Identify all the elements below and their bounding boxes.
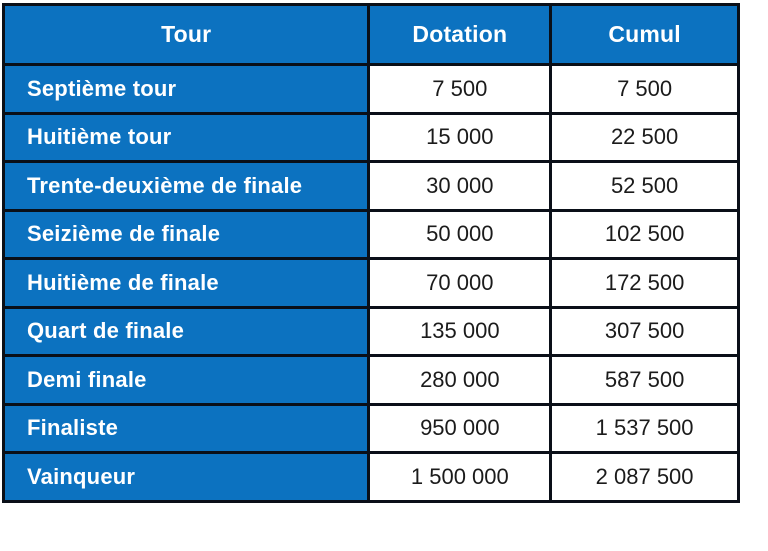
dotation-cell: 30 000 xyxy=(367,160,553,212)
dotation-cell: 280 000 xyxy=(367,354,553,406)
cumul-cell: 1 537 500 xyxy=(549,402,740,454)
table-row: Huitième de finale 70 000 172 500 xyxy=(1,257,740,309)
row-label-cell: Huitième de finale xyxy=(1,257,371,309)
table-row: Finaliste 950 000 1 537 500 xyxy=(1,402,740,454)
table-row: Huitième tour 15 000 22 500 xyxy=(1,111,740,163)
dotation-cell: 135 000 xyxy=(367,305,553,357)
dotation-cell: 70 000 xyxy=(367,257,553,309)
row-label-cell: Vainqueur xyxy=(1,451,371,503)
cumul-cell: 7 500 xyxy=(549,63,740,115)
row-label-cell: Trente-deuxième de finale xyxy=(1,160,371,212)
row-label-cell: Demi finale xyxy=(1,354,371,406)
cumul-cell: 102 500 xyxy=(549,208,740,260)
cumul-cell: 2 087 500 xyxy=(549,451,740,503)
table-row: Seizième de finale 50 000 102 500 xyxy=(1,208,740,260)
header-cell-tour: Tour xyxy=(1,3,371,66)
table-row: Quart de finale 135 000 307 500 xyxy=(1,305,740,357)
dotation-cell: 950 000 xyxy=(367,402,553,454)
prize-table: Tour Dotation Cumul Septième tour 7 500 … xyxy=(1,3,740,503)
header-cell-cumul: Cumul xyxy=(549,3,740,66)
cumul-cell: 172 500 xyxy=(549,257,740,309)
row-label-cell: Septième tour xyxy=(1,63,371,115)
table-row: Demi finale 280 000 587 500 xyxy=(1,354,740,406)
cumul-cell: 22 500 xyxy=(549,111,740,163)
row-label-cell: Huitième tour xyxy=(1,111,371,163)
cumul-cell: 52 500 xyxy=(549,160,740,212)
row-label-cell: Finaliste xyxy=(1,402,371,454)
dotation-cell: 15 000 xyxy=(367,111,553,163)
cumul-cell: 307 500 xyxy=(549,305,740,357)
header-row: Tour Dotation Cumul xyxy=(1,3,740,66)
dotation-cell: 50 000 xyxy=(367,208,553,260)
cumul-cell: 587 500 xyxy=(549,354,740,406)
row-label-cell: Seizième de finale xyxy=(1,208,371,260)
table-row: Septième tour 7 500 7 500 xyxy=(1,63,740,115)
table-row: Trente-deuxième de finale 30 000 52 500 xyxy=(1,160,740,212)
dotation-cell: 7 500 xyxy=(367,63,553,115)
page: Tour Dotation Cumul Septième tour 7 500 … xyxy=(0,3,768,551)
row-label-cell: Quart de finale xyxy=(1,305,371,357)
table-row: Vainqueur 1 500 000 2 087 500 xyxy=(1,451,740,503)
dotation-cell: 1 500 000 xyxy=(367,451,553,503)
header-cell-dotation: Dotation xyxy=(367,3,553,66)
